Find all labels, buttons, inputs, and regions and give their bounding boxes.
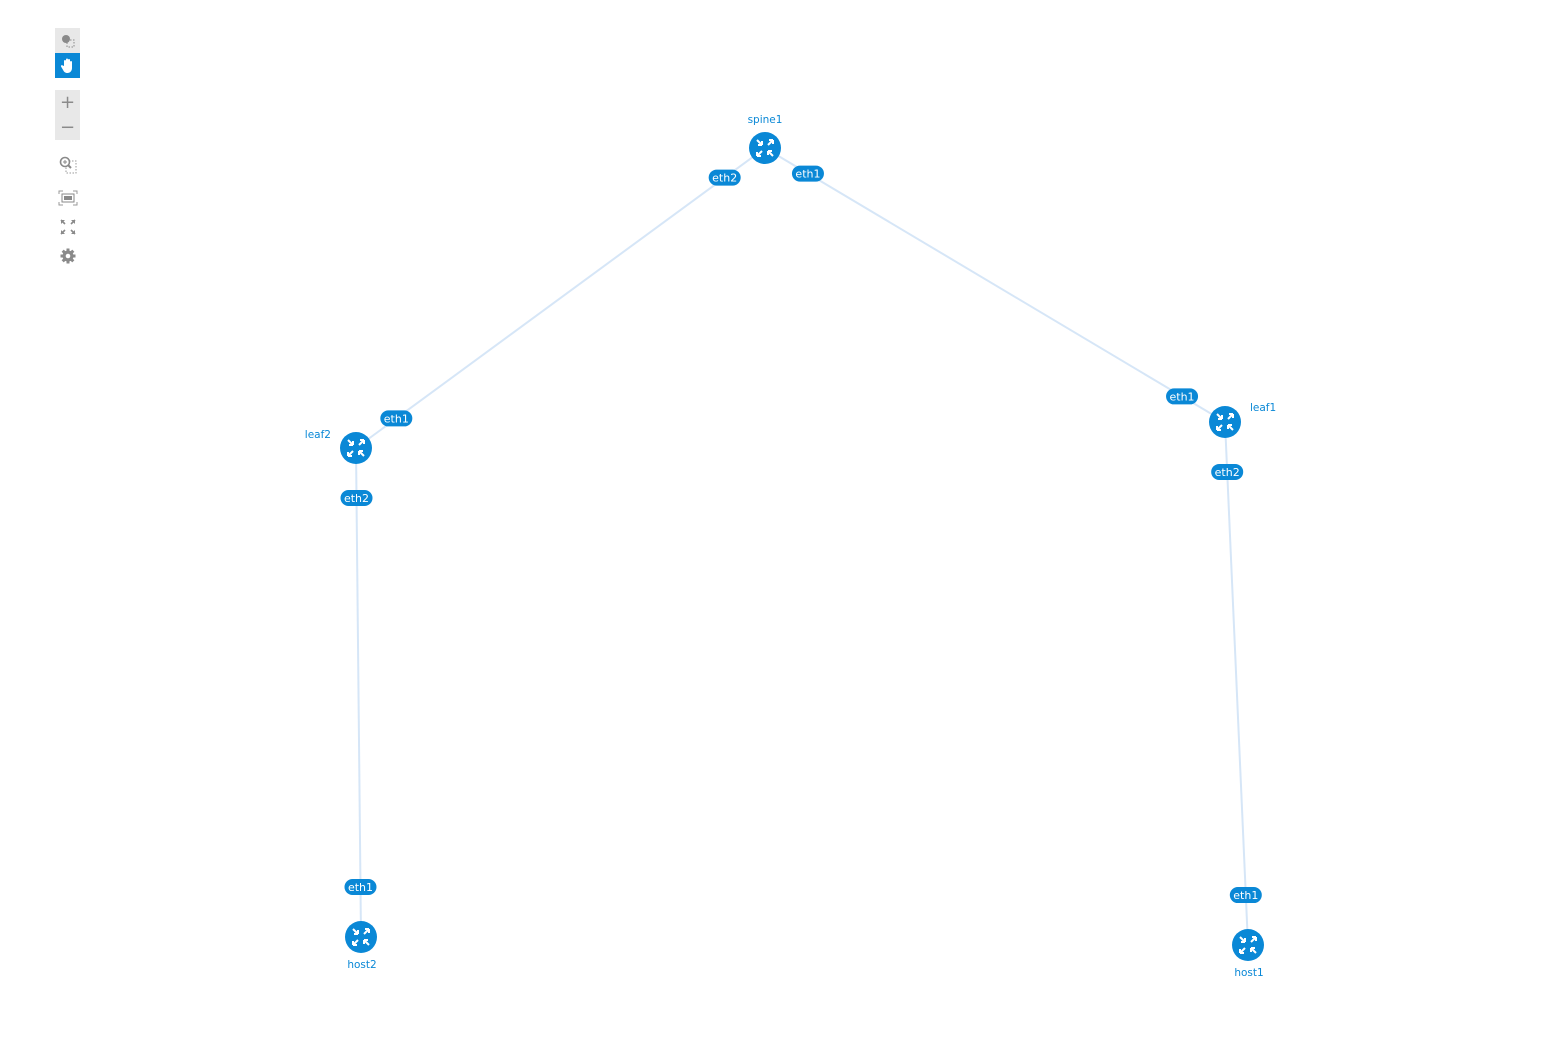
port-label-leaf2-eth1: eth1	[380, 410, 413, 427]
zoom-in-icon: +	[59, 92, 76, 113]
port-label-leaf1-eth2: eth2	[1211, 463, 1244, 480]
port-text: eth2	[1215, 466, 1240, 479]
zoom-by-selection-icon	[59, 156, 76, 173]
link-leaf1-host1[interactable]	[1224, 421, 1249, 946]
link-spine1-leaf2[interactable]	[355, 147, 766, 449]
fullscreen-button[interactable]	[55, 214, 80, 239]
port-text: eth1	[348, 881, 373, 894]
node-host2[interactable]: host2	[345, 921, 377, 971]
fullscreen-icon	[59, 218, 76, 235]
zoom-in-button[interactable]: +	[55, 90, 80, 115]
select-icon	[61, 34, 74, 47]
port-label-host1-eth1: eth1	[1229, 887, 1262, 904]
node-label: leaf2	[305, 429, 331, 441]
port-label-host2-eth1: eth1	[344, 879, 377, 896]
port-label-leaf1-eth1: eth1	[1166, 388, 1199, 405]
port-text: eth2	[344, 492, 369, 505]
topology-toolbar: + −	[55, 28, 80, 268]
node-host1[interactable]: host1	[1232, 929, 1264, 979]
zoom-by-selection-button[interactable]	[55, 152, 80, 177]
port-label-spine1-eth2: eth2	[708, 169, 741, 186]
router-icon	[347, 439, 365, 457]
node-label: host1	[1234, 967, 1263, 979]
port-text: eth1	[384, 412, 409, 425]
node-leaf1[interactable]: leaf1	[1209, 402, 1276, 438]
port-label-leaf2-eth2: eth2	[340, 489, 373, 506]
select-mode-button[interactable]	[55, 28, 80, 53]
port-label-spine1-eth1: eth1	[791, 165, 824, 182]
zoom-out-button[interactable]: −	[55, 115, 80, 140]
router-icon	[352, 928, 370, 946]
settings-button[interactable]	[55, 243, 80, 268]
router-icon	[756, 139, 774, 157]
port-text: eth2	[712, 172, 737, 185]
fit-to-view-button[interactable]	[55, 185, 80, 210]
fit-to-view-icon	[58, 190, 77, 205]
pan-mode-button[interactable]	[55, 53, 80, 78]
node-label: leaf1	[1250, 402, 1276, 414]
node-label: spine1	[748, 114, 783, 126]
link-leaf2-host2[interactable]	[355, 447, 362, 938]
hand-pan-icon	[60, 58, 72, 73]
port-text: eth1	[1170, 390, 1195, 403]
node-spine1[interactable]: spine1	[748, 114, 783, 164]
port-text: eth1	[1233, 889, 1258, 902]
gear-icon	[60, 248, 75, 263]
node-label: host2	[347, 959, 376, 971]
router-icon	[1239, 936, 1257, 954]
port-text: eth1	[795, 168, 820, 181]
link-spine1-leaf1[interactable]	[764, 147, 1226, 423]
node-leaf2[interactable]: leaf2	[305, 429, 372, 464]
zoom-out-icon: −	[59, 117, 76, 138]
router-icon	[1216, 413, 1234, 431]
